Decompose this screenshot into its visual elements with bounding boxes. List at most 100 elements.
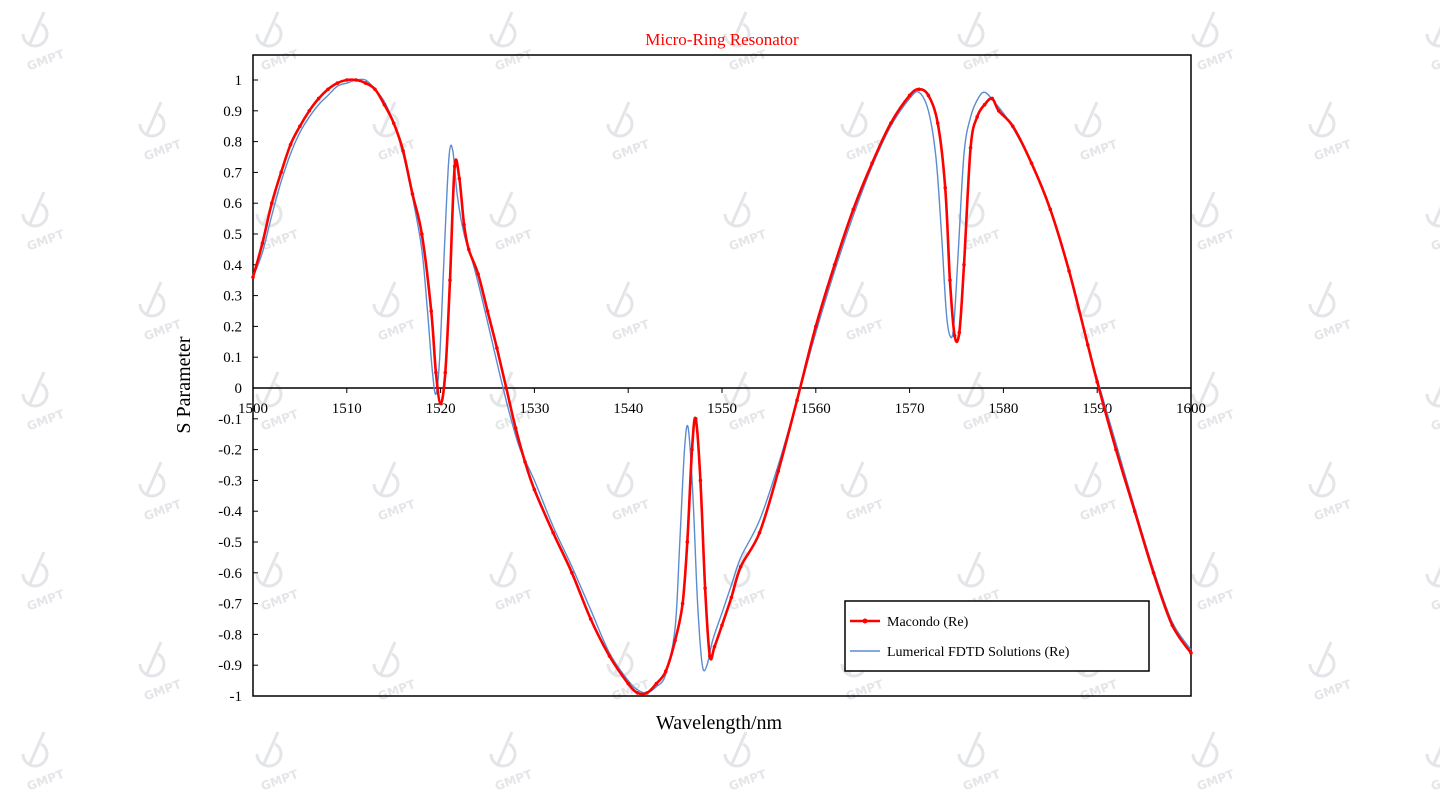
gmpt-logo-icon: GMPT	[1425, 206, 1440, 254]
data-point-marker	[948, 278, 952, 283]
y-tick-label: -0.9	[218, 658, 242, 674]
data-point-marker	[645, 691, 649, 695]
data-point-marker	[957, 330, 962, 335]
legend-box	[844, 600, 1150, 672]
data-point-marker	[279, 170, 283, 175]
data-point-marker	[990, 96, 994, 101]
data-point-marker	[401, 149, 405, 153]
data-point-marker	[698, 478, 703, 483]
y-tick-label: -0.3	[218, 473, 242, 489]
x-tick-label: 1560	[801, 401, 831, 417]
data-point-marker	[962, 263, 966, 267]
watermark-text: GMPT	[1429, 47, 1440, 74]
chart-title: Micro-Ring Resonator	[645, 30, 799, 49]
legend-label-lumerical: Lumerical FDTD Solutions (Re)	[887, 645, 1070, 660]
x-axis-title: Wavelength/nm	[656, 712, 783, 734]
y-tick-label: -1	[230, 689, 243, 705]
y-tick-label: -0.4	[218, 504, 242, 520]
y-tick-label: 0.3	[223, 289, 242, 305]
data-point-marker	[1151, 571, 1156, 575]
watermark-text: GMPT	[1429, 227, 1440, 254]
y-axis-ticks: 1 0.9 0.8 0.7 0.6 0.5 0.4 0.3 0.2 0.1 0 -0.1 -0.2 -0.…	[218, 73, 258, 705]
gmpt-logo-icon: GMPT	[1425, 746, 1440, 794]
data-point-marker	[708, 654, 712, 658]
watermark-text: GMPT	[1429, 587, 1440, 614]
data-point-marker	[975, 115, 979, 119]
y-axis-title: S Parameter	[173, 336, 195, 434]
data-point-marker	[466, 247, 471, 252]
data-point-marker	[429, 309, 434, 313]
watermark-text: GMPT	[1429, 767, 1440, 794]
data-point-marker	[738, 564, 743, 569]
data-point-marker	[448, 278, 452, 283]
data-point-marker	[420, 232, 424, 236]
data-point-marker	[693, 417, 698, 421]
x-tick-label: 1580	[988, 401, 1018, 417]
y-tick-label: 0.2	[223, 319, 242, 335]
y-tick-label: 0.8	[223, 135, 242, 151]
data-point-marker	[757, 530, 762, 535]
data-point-marker	[476, 272, 480, 276]
data-point-marker	[814, 324, 818, 329]
y-tick-label: 0.9	[223, 104, 242, 120]
x-tick-label: 1520	[426, 401, 456, 417]
data-point-marker	[1086, 343, 1090, 347]
legend: Macondo (Re) Lumerical FDTD Solutions (R…	[844, 600, 1150, 672]
data-point-marker	[434, 370, 438, 375]
data-point-marker	[712, 644, 717, 649]
data-point-marker	[1010, 124, 1015, 128]
data-point-marker	[952, 333, 957, 338]
x-axis-ticks: 1500 1510 1520 1530 1540 1550 1560 1570 1580 1590…	[238, 388, 1206, 417]
data-point-marker	[588, 617, 593, 621]
data-point-marker	[685, 540, 690, 544]
data-point-marker	[335, 81, 340, 85]
gmpt-logo-icon: GMPT	[1425, 566, 1440, 614]
legend-label-macondo: Macondo (Re)	[887, 615, 969, 630]
legend-marker-macondo	[862, 618, 868, 624]
data-point-marker	[307, 109, 312, 113]
y-tick-label: -0.2	[218, 443, 242, 459]
data-point-marker	[935, 121, 940, 125]
y-tick-label: -0.8	[218, 627, 242, 643]
data-point-marker	[832, 263, 837, 267]
x-tick-label: 1530	[519, 401, 549, 417]
data-point-marker	[917, 87, 921, 92]
y-tick-label: 0.5	[223, 227, 242, 243]
data-point-marker	[982, 102, 987, 107]
data-point-marker	[504, 386, 509, 390]
x-tick-label: 1540	[613, 401, 643, 417]
x-tick-label: 1510	[332, 401, 362, 417]
data-point-marker	[795, 398, 799, 403]
data-point-marker	[391, 121, 396, 125]
data-point-marker	[495, 346, 499, 350]
data-point-marker	[720, 623, 724, 627]
watermark-text: GMPT	[1429, 407, 1440, 434]
y-tick-label: 0.1	[223, 350, 242, 366]
data-point-marker	[926, 93, 931, 98]
plot-area-frame	[252, 54, 1192, 697]
data-point-marker	[729, 595, 734, 600]
data-point-marker	[316, 96, 321, 101]
data-point-marker	[457, 176, 462, 181]
y-tick-label: -0.1	[218, 412, 242, 428]
data-point-marker	[907, 93, 912, 98]
data-point-marker	[776, 469, 781, 473]
data-point-marker	[889, 121, 893, 125]
data-point-marker	[703, 586, 707, 590]
series-macondo	[251, 78, 1193, 696]
gmpt-logo-icon: GMPT	[1425, 26, 1440, 74]
data-point-marker	[298, 124, 302, 128]
data-point-marker	[363, 81, 368, 85]
data-point-marker	[654, 681, 659, 686]
y-tick-label: 1	[235, 73, 243, 89]
x-tick-label: 1550	[707, 401, 737, 417]
data-point-marker	[354, 78, 358, 82]
data-point-marker	[260, 241, 265, 246]
data-point-marker	[673, 638, 677, 643]
data-point-marker	[607, 654, 612, 658]
data-point-marker	[943, 186, 948, 190]
data-point-marker	[1095, 380, 1099, 384]
data-point-marker	[326, 87, 330, 92]
